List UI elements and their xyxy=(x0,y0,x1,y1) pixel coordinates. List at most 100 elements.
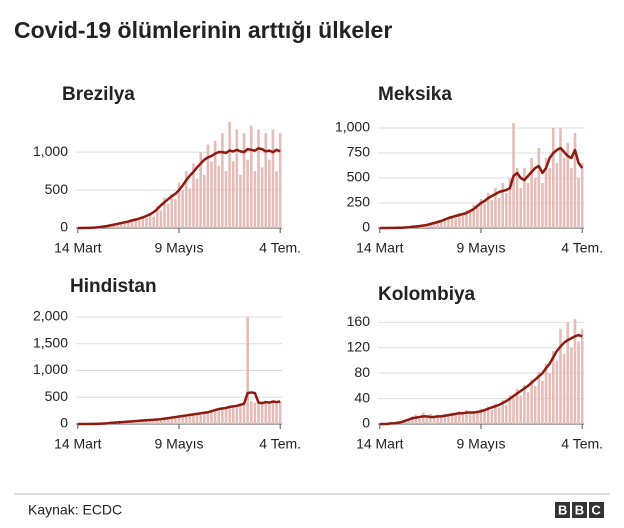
line xyxy=(379,333,583,426)
bar xyxy=(425,417,429,424)
bar xyxy=(145,217,148,228)
bar xyxy=(260,167,264,228)
bar xyxy=(537,148,541,228)
bar xyxy=(174,199,177,228)
bar xyxy=(253,171,257,228)
bar xyxy=(246,317,249,424)
bar xyxy=(461,215,465,228)
bar xyxy=(570,347,573,424)
bar xyxy=(551,350,555,424)
bar xyxy=(134,218,137,228)
y-tick-label: 1,500 xyxy=(33,334,68,350)
bar xyxy=(548,168,551,228)
bar xyxy=(268,403,271,424)
bar xyxy=(116,224,119,228)
bar xyxy=(541,183,544,228)
bar xyxy=(559,328,562,424)
bar xyxy=(137,220,141,228)
bar xyxy=(566,322,570,424)
bar xyxy=(533,178,537,228)
bar xyxy=(486,406,490,424)
bar xyxy=(458,411,461,424)
bar xyxy=(454,218,458,228)
y-tick-label: 500 xyxy=(45,181,69,197)
bar xyxy=(562,158,566,228)
y-tick-label: 500 xyxy=(347,169,371,185)
bar xyxy=(450,412,454,424)
bar xyxy=(570,168,573,228)
x-tick-label: 9 Mayıs xyxy=(154,436,203,452)
y-tick-label: 1,000 xyxy=(335,119,370,135)
bar xyxy=(483,411,486,424)
panel: Kolombiya 0 40 80 120 160 14 Mart 9 Mayıs 4 Tem. xyxy=(347,284,603,452)
logo: BBC xyxy=(555,502,604,518)
bar xyxy=(443,413,447,424)
bar xyxy=(177,182,181,228)
bar xyxy=(221,407,224,424)
bar xyxy=(443,218,447,228)
bar xyxy=(468,212,472,228)
y-tick-label: 500 xyxy=(45,388,69,404)
bar xyxy=(163,197,166,228)
x-tick-label: 9 Mayıs xyxy=(456,240,505,256)
x-tick-label: 4 Tem. xyxy=(259,240,301,256)
y-tick-label: 0 xyxy=(362,415,370,431)
logo-box xyxy=(589,502,604,518)
bar xyxy=(156,206,159,228)
bar xyxy=(537,371,541,424)
bar xyxy=(472,205,476,228)
bar xyxy=(217,165,221,228)
x-tick-label: 14 Mart xyxy=(54,436,102,452)
bar xyxy=(119,221,123,228)
bar xyxy=(432,222,436,228)
bar xyxy=(202,413,206,424)
bar xyxy=(504,193,508,228)
bar xyxy=(577,341,580,424)
x-tick-label: 4 Tem. xyxy=(259,436,301,452)
bar xyxy=(544,363,548,424)
bar xyxy=(152,216,156,228)
bar xyxy=(566,143,570,228)
bar xyxy=(429,223,432,228)
bar xyxy=(275,171,278,228)
y-tick-label: 750 xyxy=(347,144,371,160)
bar xyxy=(260,403,264,424)
bar xyxy=(170,417,174,424)
bar xyxy=(257,402,260,424)
bar xyxy=(447,217,450,228)
bar xyxy=(246,159,249,228)
bar xyxy=(479,408,483,424)
bar xyxy=(275,402,278,424)
bar xyxy=(447,416,450,424)
bar xyxy=(523,384,526,424)
bar xyxy=(271,129,275,228)
bar xyxy=(573,319,577,424)
bar xyxy=(199,412,202,424)
bar xyxy=(271,400,275,424)
bar xyxy=(177,415,181,424)
bar xyxy=(217,409,221,424)
bar xyxy=(156,418,159,424)
bar xyxy=(490,200,494,228)
x-tick-label: 9 Mayıs xyxy=(456,436,505,452)
source: Kaynak: ECDC xyxy=(28,502,122,518)
y-tick-label: 0 xyxy=(362,219,370,235)
bar xyxy=(512,398,515,424)
line xyxy=(379,146,584,230)
panel-title: Brezilya xyxy=(62,84,135,105)
bar xyxy=(501,399,504,424)
bar xyxy=(580,328,584,424)
bar xyxy=(264,133,268,228)
bar xyxy=(210,411,213,424)
line xyxy=(77,391,281,426)
bar xyxy=(458,213,461,228)
x-tick-label: 14 Mart xyxy=(356,240,404,256)
bar xyxy=(432,418,436,424)
panel-title: Meksika xyxy=(378,84,452,105)
bar xyxy=(411,416,414,424)
bar xyxy=(264,401,268,424)
bar xyxy=(573,133,577,228)
bar xyxy=(278,400,282,424)
